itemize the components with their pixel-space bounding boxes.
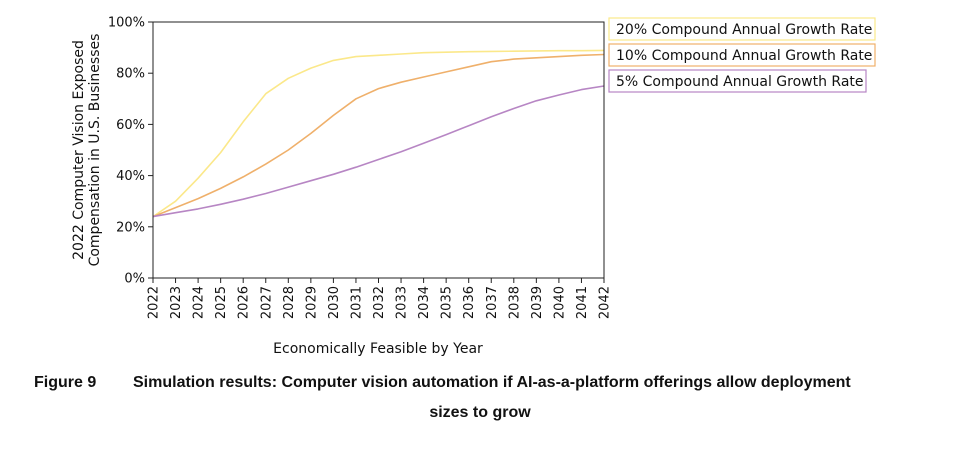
x-axis-ticks: 2022 2023 2024 2025 2026 2027 2028 2029 2030 2031…: [147, 278, 613, 319]
legend-box-0: [608, 17, 876, 41]
x-tick-label: 2037: [485, 286, 500, 319]
x-tick-label: 2033: [395, 286, 410, 319]
x-tick-label: 2042: [598, 286, 613, 319]
y-tick-label: 100%: [108, 16, 145, 31]
line-chart: 0%20%40%60%80%100% 2022 2023 2024 2025 2026 2…: [71, 16, 876, 357]
x-tick-label: 2038: [507, 286, 522, 319]
x-tick-label: 2028: [282, 286, 297, 319]
x-tick-label: 2022: [147, 286, 162, 319]
x-tick-label: 2024: [192, 286, 207, 319]
x-tick-label: 2023: [169, 286, 184, 319]
y-tick-label: 80%: [116, 67, 145, 82]
caption-text-line-2: sizes to grow: [429, 404, 531, 421]
series-line-1: [152, 53, 605, 218]
x-tick-label: 2035: [440, 286, 455, 319]
x-tick-label: 2041: [575, 286, 590, 319]
legend-label-0: 20% Compound Annual Growth Rate: [616, 22, 872, 38]
legend-label-1: 10% Compound Annual Growth Rate: [616, 48, 872, 64]
legend-box-1: [608, 43, 876, 67]
legend: 20% Compound Annual Growth Rate 10% Compo…: [608, 17, 876, 93]
y-tick-label: 20%: [116, 220, 145, 235]
x-tick-label: 2027: [259, 286, 274, 319]
x-tick-label: 2026: [237, 286, 252, 319]
y-tick-label: 0%: [124, 272, 145, 287]
y-tick-label: 40%: [116, 169, 145, 184]
y-axis-title-line-2: Compensation in U.S. Businesses: [87, 34, 103, 267]
y-axis-title-line-1: 2022 Computer Vision Exposed: [71, 40, 87, 260]
plot-frame: [152, 21, 605, 279]
x-tick-label: 2029: [304, 286, 319, 319]
figure-number: Figure 9: [34, 374, 97, 391]
x-tick-label: 2036: [462, 286, 477, 319]
x-tick-label: 2031: [350, 286, 365, 319]
y-axis-ticks: 0% 20% 40% 60% 80% 100%: [108, 16, 153, 287]
legend-box-2: [608, 69, 867, 93]
series-line-2: [152, 85, 605, 218]
y-tick-label: 60%: [116, 118, 145, 133]
x-tick-label: 2032: [372, 286, 387, 319]
x-tick-label: 2039: [530, 286, 545, 319]
x-tick-label: 2030: [327, 286, 342, 319]
series-line-0: [152, 49, 605, 218]
legend-label-2: 5% Compound Annual Growth Rate: [616, 74, 864, 90]
axes: [152, 21, 605, 279]
x-tick-label: 2025: [214, 286, 229, 319]
series-lines: [152, 49, 605, 218]
caption-text-line-1: Simulation results: Computer vision auto…: [133, 374, 851, 391]
x-axis-title: Economically Feasible by Year: [273, 341, 483, 357]
x-tick-label: 2034: [417, 286, 432, 319]
x-tick-label: 2040: [552, 286, 567, 319]
